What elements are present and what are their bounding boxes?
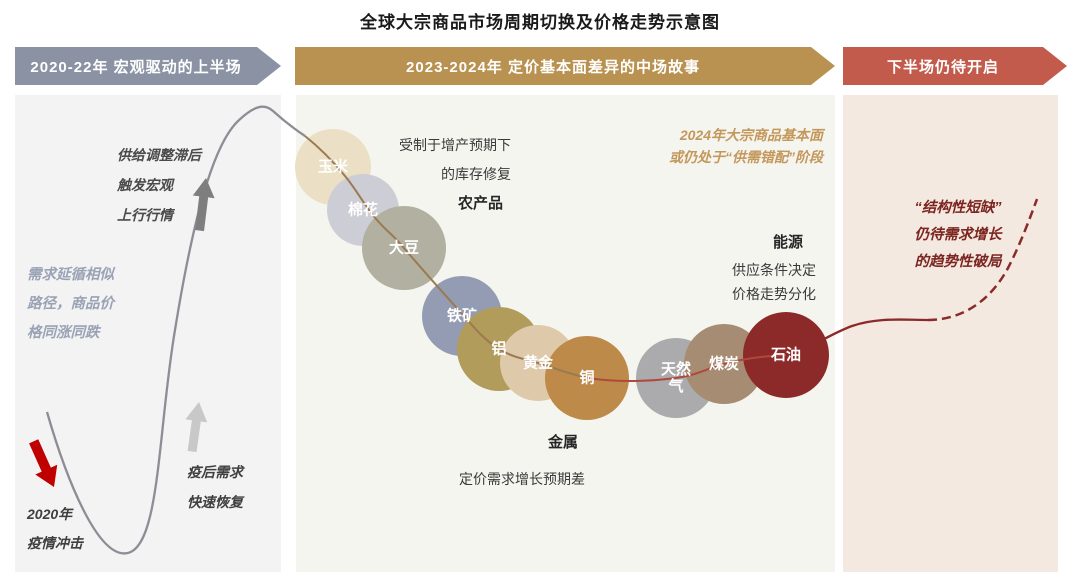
note-line: “结构性短缺” [914, 200, 1002, 216]
note-line: 快速恢复 [187, 494, 243, 510]
post-covid-recovery-note: 疫后需求 快速恢复 [187, 457, 243, 517]
metal-category-label: 金属 [548, 434, 579, 451]
phase-banner-second-half: 下半场仍待开启 [843, 47, 1067, 85]
agri-category-label: 农产品 [457, 195, 503, 212]
note-line: 受制于增产预期下 [399, 137, 511, 153]
note-line: 或仍处于“供需错配”阶段 [669, 149, 823, 165]
energy-category-label: 能源 [772, 234, 803, 251]
note-line: 格同涨同跌 [27, 325, 100, 341]
note-line: 触发宏观 [117, 177, 173, 193]
note-line: 价格走势分化 [732, 286, 816, 302]
note-line: 上行行情 [117, 207, 173, 223]
panel-future-phase [843, 95, 1058, 572]
mismatch-headline-note: 2024年大宗商品基本面 或仍处于“供需错配”阶段 [669, 124, 823, 168]
structural-shortage-note: “结构性短缺” 仍待需求增长 的趋势性破局 [860, 195, 1056, 276]
note-line: 需求延循相似 [27, 267, 114, 283]
phase-banner-mid-game: 2023-2024年 定价基本面差异的中场故事 [295, 47, 835, 85]
covid-shock-note: 2020年 疫情冲击 [27, 500, 83, 558]
metal-pricing-note: 定价需求增长预期差 [459, 471, 585, 487]
page-title: 全球大宗商品市场周期切换及价格走势示意图 [360, 13, 720, 32]
agri-inventory-note: 受制于增产预期下 的库存修复 [399, 131, 511, 189]
note-line: 疫情冲击 [27, 535, 83, 551]
note-line: 供给调整滞后 [117, 147, 201, 163]
note-line: 疫后需求 [187, 464, 243, 480]
note-line: 的趋势性破局 [914, 254, 1002, 270]
phase-banner-first-half: 2020-22年 宏观驱动的上半场 [15, 47, 281, 85]
note-line: 2020年 [27, 506, 73, 522]
note-line: 2024年大宗商品基本面 [679, 127, 823, 143]
demand-path-note: 需求延循相似 路径，商品价 格同涨同跌 [27, 261, 114, 348]
note-line: 的库存修复 [441, 166, 511, 182]
energy-supply-note: 供应条件决定 价格走势分化 [732, 258, 816, 306]
note-line: 供应条件决定 [732, 262, 816, 278]
note-line: 仍待需求增长 [914, 227, 1002, 243]
supply-lag-note: 供给调整滞后 触发宏观 上行行情 [117, 140, 201, 230]
note-line: 路径，商品价 [27, 296, 114, 312]
